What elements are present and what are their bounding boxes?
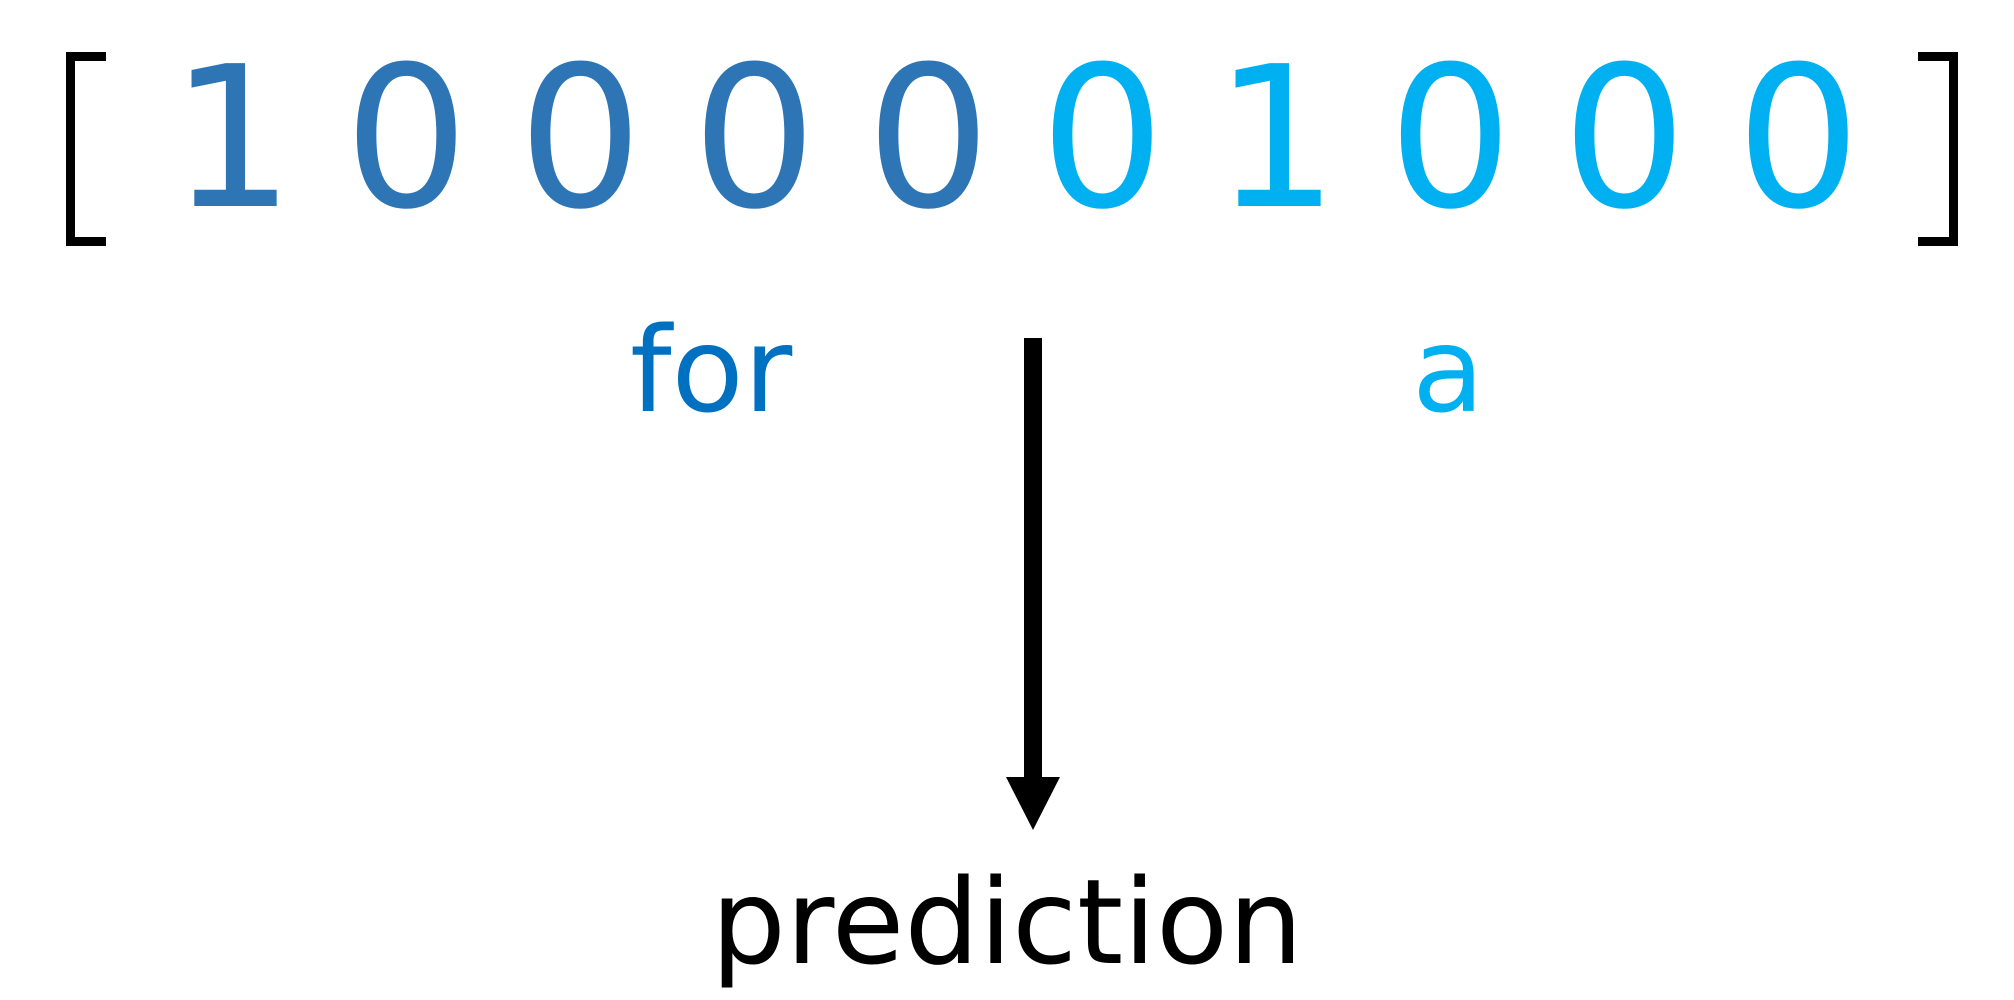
vector-digit: 0	[1040, 25, 1165, 253]
left-bracket	[66, 52, 106, 246]
vector-digit: 0	[1736, 25, 1861, 253]
vector-digit: 0	[1562, 25, 1687, 253]
vector-digit: 1	[170, 25, 295, 253]
vector-digit: 0	[344, 25, 469, 253]
vector-digit: 0	[692, 25, 817, 253]
word-label-a: a	[1412, 301, 1485, 439]
arrow-head	[1006, 777, 1060, 830]
right-bracket	[1918, 52, 1958, 246]
vector-digit: 0	[866, 25, 991, 253]
arrow-shaft	[1024, 338, 1042, 783]
vector-digit: 0	[518, 25, 643, 253]
prediction-label: prediction	[710, 853, 1304, 991]
vector-digit: 1	[1214, 25, 1339, 253]
vector-digit: 0	[1388, 25, 1513, 253]
word-label-for: for	[630, 301, 793, 439]
